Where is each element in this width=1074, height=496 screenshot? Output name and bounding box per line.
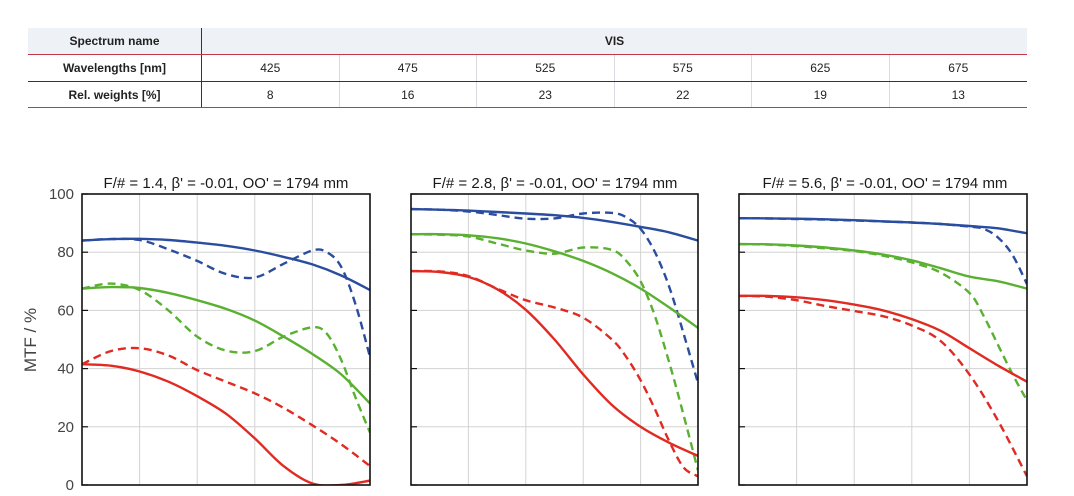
rel-weights-header: Rel. weights [%] <box>28 82 202 107</box>
y-tick-label: 60 <box>57 302 74 319</box>
weight-cell: 19 <box>752 82 890 107</box>
series-line-4-dashed <box>411 233 698 471</box>
mtf-chart-1: F/# = 1.4, β' = -0.01, OO' = 1794 mm 0 20 4… <box>21 175 371 494</box>
series-line-2-dashed <box>739 217 1027 285</box>
series-line-6-dashed <box>411 269 698 478</box>
chart-title: F/# = 1.4, β' = -0.01, OO' = 1794 mm <box>104 175 349 192</box>
series-group <box>82 237 370 485</box>
series-line-4-dashed <box>739 242 1027 402</box>
mtf-chart-3: F/# = 5.6, β' = -0.01, OO' = 1794 mm <box>738 175 1028 486</box>
y-tick-label: 20 <box>57 419 74 436</box>
wavelength-cell: 475 <box>340 55 477 81</box>
series-line-4-dashed <box>82 282 370 434</box>
series-line-3-solid <box>411 232 698 329</box>
series-line-1-solid <box>411 207 698 242</box>
y-axis-label: MTF / % <box>21 308 40 372</box>
weight-cell: 22 <box>615 82 752 107</box>
spectrum-table: Spectrum name VIS Wavelengths [nm] 425 4… <box>28 28 1027 108</box>
wavelength-cell: 575 <box>615 55 752 81</box>
plot-frame <box>738 193 1028 486</box>
series-line-1-solid <box>82 237 370 292</box>
series-line-3-solid <box>739 242 1027 290</box>
wavelength-cell: 675 <box>948 61 969 75</box>
plot-frame <box>410 193 699 486</box>
wavelength-cell: 525 <box>477 55 615 81</box>
row-wavelengths: Wavelengths [nm] 425 475 525 575 625 675 <box>28 55 1027 82</box>
series-line-6-dashed <box>82 346 370 468</box>
row-rel-weights: Rel. weights [%] 8 16 23 22 19 13 <box>28 82 1027 108</box>
wavelength-cell: 625 <box>752 55 890 81</box>
y-tick-label: 80 <box>57 244 74 261</box>
series-line-2-dashed <box>82 237 370 358</box>
series-line-5-solid <box>739 294 1027 383</box>
wavelengths-header: Wavelengths [nm] <box>28 55 202 81</box>
y-tick-label: 40 <box>57 361 74 378</box>
series-group <box>739 217 1027 477</box>
series-line-2-dashed <box>411 207 698 384</box>
series-line-6-dashed <box>739 294 1027 477</box>
spectrum-name-header: Spectrum name <box>28 28 202 54</box>
spectrum-name-value: VIS <box>604 34 625 48</box>
row-spectrum-name: Spectrum name VIS <box>28 28 1027 55</box>
series-group <box>411 207 698 478</box>
chart-title: F/# = 2.8, β' = -0.01, OO' = 1794 mm <box>433 175 678 192</box>
wavelength-cell: 425 <box>202 55 340 81</box>
weight-cell: 23 <box>477 82 615 107</box>
y-tick-label: 0 <box>66 477 74 494</box>
weight-cell: 8 <box>202 82 340 107</box>
mtf-chart-2: F/# = 2.8, β' = -0.01, OO' = 1794 mm <box>410 175 699 486</box>
weight-cell: 13 <box>951 87 965 102</box>
chart-title: F/# = 5.6, β' = -0.01, OO' = 1794 mm <box>763 175 1008 192</box>
weight-cell: 16 <box>340 82 477 107</box>
series-line-3-solid <box>82 285 370 405</box>
plot-frame <box>81 193 371 486</box>
series-line-5-solid <box>82 363 370 485</box>
series-line-5-solid <box>411 269 698 457</box>
y-tick-label: 100 <box>49 186 74 203</box>
